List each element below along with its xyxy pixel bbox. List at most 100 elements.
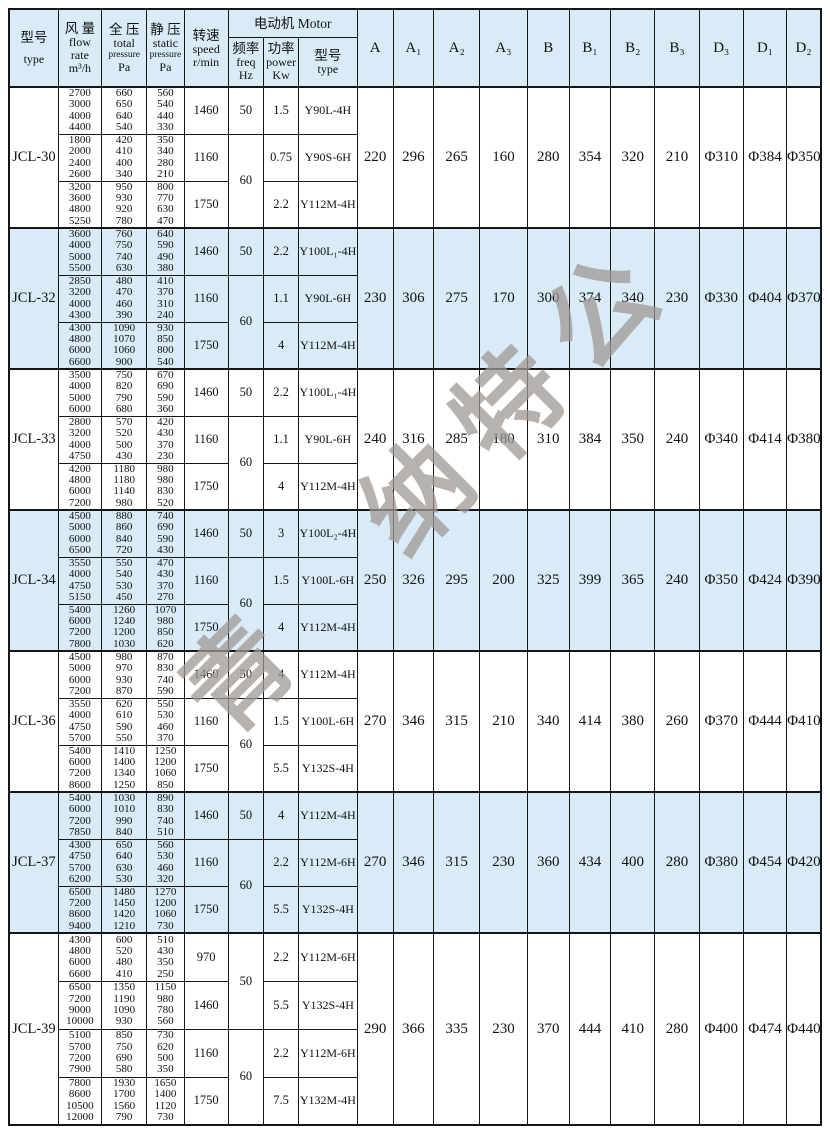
dim-cell: Φ340 [698, 368, 744, 511]
static-value: 320 [157, 872, 174, 885]
header-power-line: 功率 [267, 41, 295, 57]
frequency-cell: 60 [227, 415, 265, 511]
static-value: 470 [157, 557, 174, 569]
total-values-cell: 650 640 630 530 [101, 838, 148, 887]
power-cell: 5.5 [262, 744, 300, 793]
speed-cell: 1750 [183, 885, 229, 934]
static-value: 370 [157, 731, 174, 744]
flow-value: 5700 [68, 1040, 91, 1053]
static-value: 350 [157, 134, 174, 146]
static-value: 1120 [154, 1099, 177, 1112]
total-values-cell: 950 930 920 780 [101, 180, 148, 229]
model-cell: JCL-34 [8, 509, 59, 652]
total-value: 990 [115, 814, 133, 827]
spec-row: 3200 3600 4800 5250 950 930 920 780 800 770 630 470… [9, 180, 821, 229]
total-value: 1480 [113, 886, 136, 898]
dim-cell: Φ404 [742, 227, 788, 370]
header-static-pressure-line: 静 压 [150, 22, 181, 37]
flow-values-cell: 4200 4800 6000 7200 [57, 462, 103, 511]
speed-cell: 1160 [183, 838, 229, 887]
model-cell: JCL-37 [8, 791, 59, 934]
frequency-cell: 50 [227, 368, 265, 417]
header-power-labels: 功率 power Kw [265, 41, 298, 82]
frequency-cell: 60 [227, 133, 265, 229]
static-value: 980 [157, 614, 174, 627]
flow-value: 4300 [68, 933, 91, 946]
spec-row: 4300 4750 5700 6200 650 640 630 530 560 530 460 320… [9, 838, 821, 934]
flow-value: 3500 [68, 369, 91, 382]
flow-value: 5700 [68, 731, 91, 744]
header-flow-line: m³/h [68, 61, 92, 75]
dim-cell: 220 [356, 86, 394, 229]
total-value: 450 [115, 590, 133, 603]
model-cell: JCL-39 [8, 932, 59, 1126]
header-model: 型号 type [8, 8, 59, 88]
total-value: 680 [115, 403, 133, 416]
total-values-cell: 420 410 400 340 [101, 133, 148, 182]
static-value: 440 [157, 109, 174, 122]
static-value: 310 [157, 297, 174, 310]
total-value: 630 [115, 861, 133, 874]
spec-row: 5100 5700 7200 7900 850 750 690 580 730 620 500 350… [9, 1028, 821, 1126]
flow-value: 7850 [68, 826, 91, 839]
static-values-cell: 870 830 740 590 [146, 650, 185, 699]
flow-values-cell: 3500 4000 5000 6000 [57, 368, 103, 417]
total-value: 1260 [113, 604, 136, 616]
motor-type-cell: Y90L-6H [298, 274, 358, 323]
total-value: 750 [115, 239, 133, 252]
static-value: 430 [157, 944, 174, 957]
power-cell: 2.2 [262, 932, 300, 982]
flow-values-cell: 4300 4800 6000 6600 [57, 321, 103, 370]
motor-type-cell: Y112M-4H [298, 791, 358, 840]
dim-cell: 444 [568, 932, 612, 1126]
frequency-cell: 50 [227, 86, 265, 135]
total-value: 410 [115, 145, 133, 158]
static-value: 510 [157, 933, 174, 946]
speed-cell: 1160 [183, 556, 229, 605]
flow-value: 2600 [68, 167, 91, 180]
flow-values-cell: 5400 6000 7200 7850 [57, 791, 103, 840]
total-value: 840 [115, 826, 133, 839]
total-value: 530 [115, 579, 133, 592]
total-values-cell: 980 970 930 870 [101, 650, 148, 699]
total-value: 1090 [113, 322, 136, 334]
dim-cell: 365 [610, 509, 656, 652]
dim-cell: 360 [526, 791, 570, 934]
flow-value: 5000 [68, 521, 91, 534]
total-value: 1060 [113, 344, 136, 357]
dim-cell: 399 [568, 509, 612, 652]
flow-values-cell: 2800 3200 4000 4750 [57, 415, 103, 464]
power-cell: 2.2 [262, 838, 300, 887]
total-value: 980 [115, 496, 133, 509]
header-total-pressure: 全 压 total pressure Pa [101, 8, 148, 88]
static-values-cell: 800 770 630 470 [146, 180, 185, 229]
dim-cell: Φ330 [698, 227, 744, 370]
static-value: 1150 [154, 981, 177, 994]
flow-value: 7200 [68, 767, 91, 780]
static-value: 230 [157, 449, 174, 462]
flow-value: 5400 [68, 792, 91, 805]
dim-cell: Φ424 [742, 509, 788, 652]
flow-value: 5400 [68, 745, 91, 757]
static-value: 370 [157, 438, 174, 451]
total-value: 930 [115, 1015, 133, 1028]
dim-cell: 346 [392, 650, 435, 793]
total-value: 420 [115, 134, 133, 146]
motor-type-cell: Y100L₁-4H [298, 227, 358, 276]
static-value: 590 [157, 391, 174, 404]
flow-value: 4300 [68, 839, 91, 851]
total-value: 1240 [113, 614, 136, 627]
flow-value: 10000 [66, 1015, 94, 1028]
frequency-cell: 60 [227, 697, 265, 793]
total-value: 480 [115, 275, 133, 287]
speed-cell: 1750 [183, 462, 229, 511]
flow-value: 5400 [68, 604, 91, 616]
total-values-cell: 880 860 840 720 [101, 509, 148, 558]
total-value: 400 [115, 156, 133, 169]
flow-value: 6000 [68, 403, 91, 416]
static-values-cell: 670 690 590 360 [146, 368, 185, 417]
frequency-cell: 50 [227, 227, 265, 276]
static-values-cell: 410 370 310 240 [146, 274, 185, 323]
speed-cell: 1460 [183, 791, 229, 840]
flow-value: 7200 [68, 685, 91, 698]
